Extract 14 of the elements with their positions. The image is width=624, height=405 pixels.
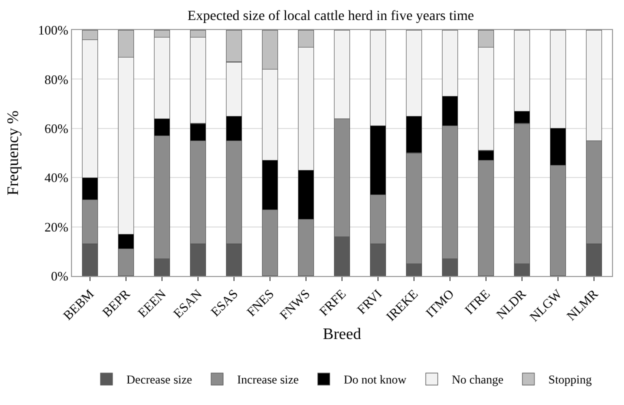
y-tick-label: 20% [44, 219, 69, 234]
y-axis-title: Frequency % [4, 110, 22, 196]
y-tick-label: 0% [51, 268, 69, 284]
y-tick-label: 60% [44, 120, 69, 136]
chart-title: Expected size of local cattle herd in five years time [187, 8, 474, 24]
y-tick-label: 40% [44, 170, 69, 186]
legend-label: Stopping [548, 372, 592, 387]
legend-label: Increase size [237, 372, 299, 387]
legend-label: Do not know [344, 372, 407, 387]
y-tick-label: 100% [38, 22, 69, 38]
legend-label: No change [452, 372, 504, 387]
legend-label: Decrease size [126, 372, 192, 387]
y-tick-label: 80% [44, 72, 69, 87]
x-axis-title: Breed [322, 326, 362, 344]
